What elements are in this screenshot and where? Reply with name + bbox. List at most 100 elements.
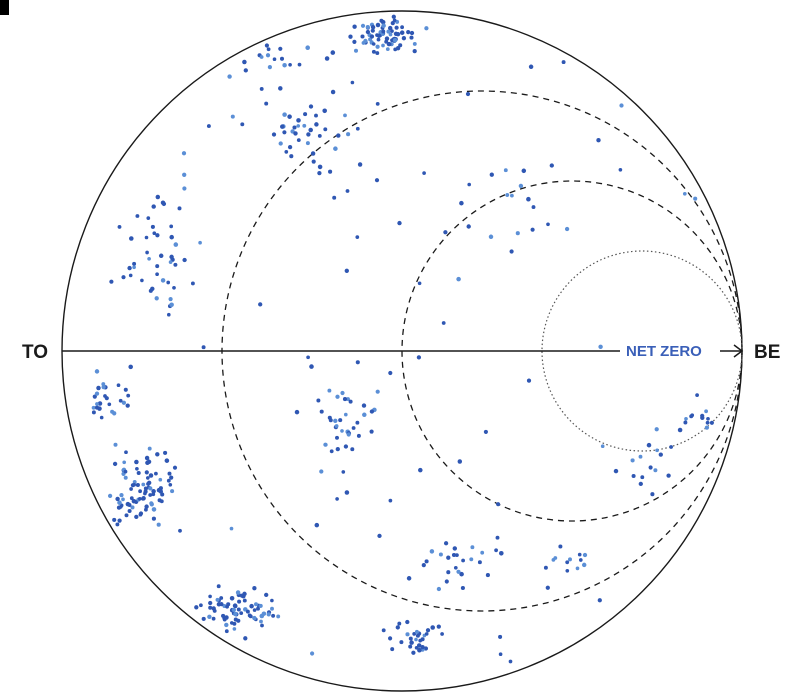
dot	[319, 409, 324, 414]
dot	[219, 601, 224, 607]
dot	[324, 56, 330, 61]
dot	[148, 288, 153, 293]
dot	[166, 280, 171, 285]
dot	[654, 427, 659, 432]
dot	[169, 234, 174, 240]
dot	[613, 468, 619, 474]
dot	[224, 615, 229, 620]
dot	[414, 629, 419, 634]
dot	[129, 236, 134, 241]
dot	[96, 385, 101, 391]
dot	[259, 55, 264, 59]
dot	[242, 591, 247, 597]
dot	[282, 62, 287, 68]
dot	[666, 473, 671, 478]
dot	[144, 507, 148, 512]
dot	[305, 45, 311, 50]
dot	[330, 89, 336, 95]
dot	[381, 29, 386, 34]
dot	[341, 470, 346, 474]
dot	[194, 605, 199, 610]
dot	[97, 401, 103, 406]
dot	[360, 34, 365, 39]
dot	[151, 507, 157, 512]
dot	[631, 473, 636, 479]
dot	[704, 425, 710, 430]
dot	[252, 586, 257, 591]
dot	[683, 420, 688, 425]
dot	[488, 234, 494, 240]
dot	[132, 479, 137, 484]
dot	[600, 444, 605, 449]
dot	[357, 162, 363, 167]
dot	[154, 296, 159, 301]
dot	[368, 37, 373, 42]
dot	[97, 406, 102, 411]
dot	[252, 615, 257, 621]
dot	[123, 475, 128, 480]
dot	[294, 409, 300, 415]
dot	[528, 64, 534, 70]
dot	[144, 504, 149, 509]
dot	[564, 226, 570, 232]
dot	[494, 548, 498, 553]
dot	[342, 397, 348, 402]
dot	[630, 458, 635, 463]
dot	[436, 624, 441, 629]
dot	[443, 541, 449, 546]
dot	[258, 302, 263, 307]
dot	[619, 103, 624, 108]
dot	[109, 279, 114, 284]
dot	[418, 467, 423, 473]
dot	[99, 415, 104, 420]
dot	[311, 159, 316, 164]
dot	[177, 206, 182, 211]
dot	[101, 385, 106, 390]
dot	[351, 426, 356, 430]
dot	[168, 482, 173, 487]
dot	[143, 486, 148, 491]
dot	[256, 606, 260, 611]
dot	[394, 25, 399, 30]
dot	[412, 41, 417, 46]
dot	[121, 497, 125, 502]
dot	[361, 403, 367, 408]
dot	[243, 68, 248, 73]
dot	[424, 632, 429, 636]
dot	[371, 42, 376, 46]
dot	[530, 227, 535, 232]
dot	[270, 606, 274, 611]
dot	[128, 364, 133, 370]
dot	[456, 569, 461, 574]
dot	[212, 608, 217, 613]
dot	[169, 475, 174, 480]
dot	[128, 273, 133, 278]
dot	[375, 22, 381, 28]
dot	[227, 74, 232, 79]
dot	[158, 477, 163, 482]
dot	[515, 231, 520, 236]
dot	[264, 101, 269, 106]
dot	[138, 489, 142, 494]
dot	[297, 62, 302, 67]
dot	[489, 172, 494, 177]
dot	[296, 138, 301, 143]
dot	[406, 30, 411, 35]
dot	[440, 632, 444, 636]
dot	[399, 30, 405, 35]
dot	[306, 132, 311, 137]
dot	[181, 151, 187, 156]
dot	[330, 50, 336, 55]
dot	[182, 257, 187, 263]
dot	[135, 214, 140, 218]
dot	[693, 196, 698, 201]
dot	[155, 233, 160, 238]
dot	[505, 193, 510, 197]
dot	[355, 126, 360, 131]
dot	[597, 598, 602, 603]
dot	[376, 33, 382, 38]
dot	[369, 34, 375, 39]
dot	[302, 123, 307, 128]
dot	[405, 632, 410, 637]
dot	[545, 585, 550, 590]
